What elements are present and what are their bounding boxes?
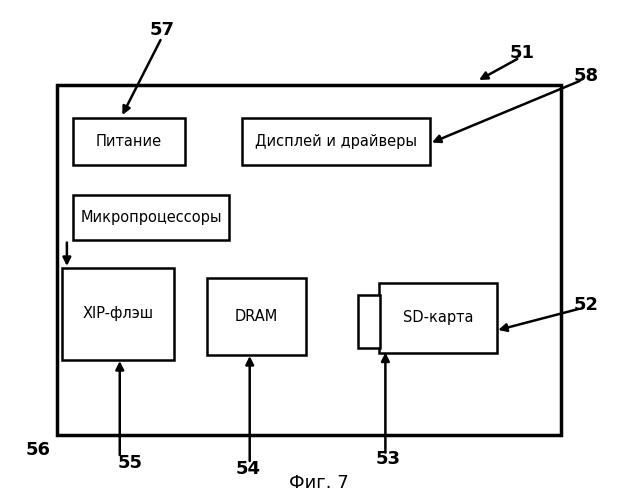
Text: Фиг. 7: Фиг. 7 <box>289 474 348 492</box>
Text: Питание: Питание <box>96 134 162 149</box>
Text: 51: 51 <box>510 44 535 62</box>
Text: 53: 53 <box>376 450 401 468</box>
Text: 55: 55 <box>118 454 143 471</box>
Text: 58: 58 <box>573 67 599 85</box>
Bar <box>73 118 185 165</box>
Bar <box>242 118 430 165</box>
Text: 52: 52 <box>573 296 599 314</box>
Text: 56: 56 <box>25 441 51 459</box>
Text: SD-карта: SD-карта <box>403 310 473 325</box>
Text: XIP-флэш: XIP-флэш <box>83 306 154 321</box>
Bar <box>207 278 306 355</box>
Text: Дисплей и драйверы: Дисплей и драйверы <box>255 134 417 149</box>
Bar <box>62 268 174 360</box>
Text: Микропроцессоры: Микропроцессоры <box>80 210 222 225</box>
Text: 54: 54 <box>236 460 261 478</box>
Bar <box>358 295 380 348</box>
Text: 57: 57 <box>150 21 175 39</box>
Bar <box>73 195 229 240</box>
Bar <box>379 282 497 352</box>
Text: DRAM: DRAM <box>235 308 278 324</box>
Bar <box>57 85 561 435</box>
